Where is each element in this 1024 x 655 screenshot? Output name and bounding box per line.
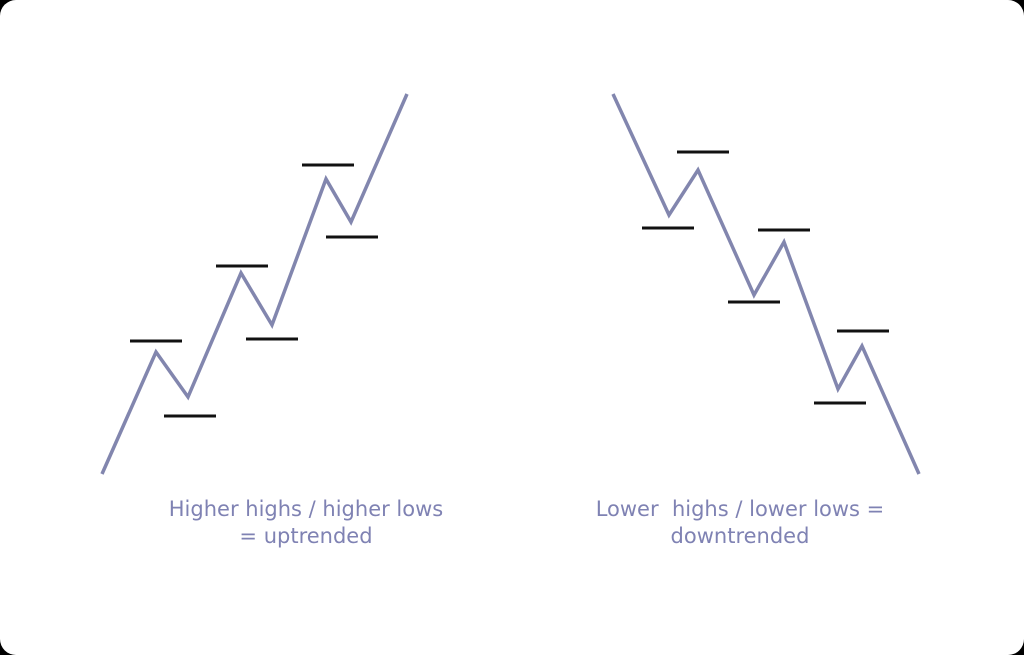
- uptrend-diagram: [100, 93, 409, 475]
- downtrend-caption-line-2: downtrended: [670, 524, 810, 548]
- uptrend-caption: Higher highs / higher lows = uptrended: [96, 496, 516, 550]
- uptrend-caption-line-1: Higher highs / higher lows: [168, 497, 444, 521]
- downtrend-price-line: [611, 93, 921, 475]
- downtrend-caption: Lower highs / lower lows = downtrended: [530, 496, 950, 550]
- uptrend-price-line: [100, 93, 409, 475]
- downtrend-caption-line-1: Lower highs / lower lows =: [595, 497, 885, 521]
- downtrend-diagram: [611, 93, 921, 475]
- uptrend-caption-line-2: = uptrended: [239, 524, 373, 548]
